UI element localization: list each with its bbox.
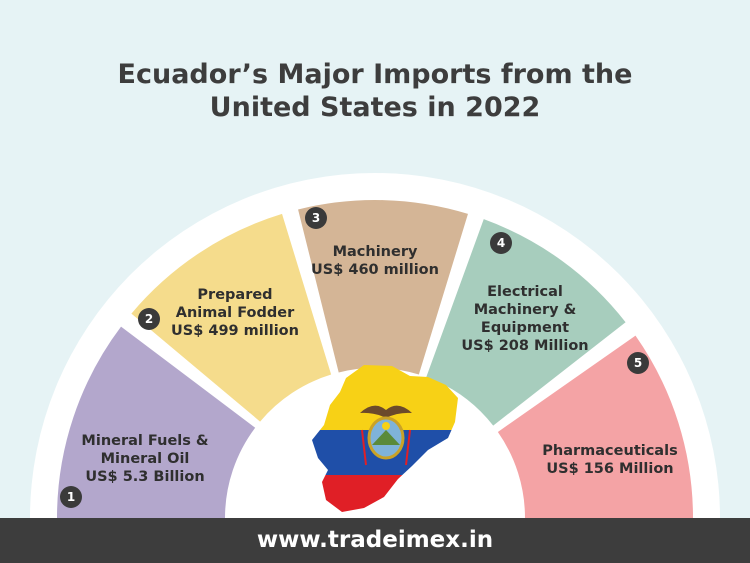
footer-url-link[interactable]: www.tradeimex.in: [256, 527, 494, 553]
segment-electrical-machinery: [426, 219, 626, 426]
label-machinery: Machinery US$ 460 million: [311, 244, 439, 278]
badge-number-3: 3: [305, 207, 327, 229]
badge-number-4: 4: [490, 232, 512, 254]
title-line-1: Ecuador’s Major Imports from the: [117, 59, 633, 90]
label-electrical-machinery: Electrical Machinery & Equipment US$ 208…: [461, 284, 589, 354]
page-title: Ecuador’s Major Imports from the United …: [0, 58, 750, 124]
label-pharmaceuticals: Pharmaceuticals US$ 156 Million: [542, 443, 678, 477]
label-animal-fodder: Prepared Animal Fodder US$ 499 million: [171, 287, 299, 339]
footer-bar: www.tradeimex.in: [0, 518, 750, 563]
title-line-2: United States in 2022: [209, 92, 541, 123]
segment-machinery: [298, 199, 468, 375]
segment-pharmaceuticals: [497, 335, 693, 518]
segment-animal-fodder: [131, 213, 332, 422]
label-mineral-fuels: Mineral Fuels & Mineral Oil US$ 5.3 Bill…: [81, 433, 209, 485]
segment-mineral-fuels: [57, 326, 256, 518]
badge-number-2: 2: [138, 308, 160, 330]
badge-number-5: 5: [627, 352, 649, 374]
badge-number-1: 1: [60, 486, 82, 508]
coat-of-arms-icon: [360, 405, 412, 466]
